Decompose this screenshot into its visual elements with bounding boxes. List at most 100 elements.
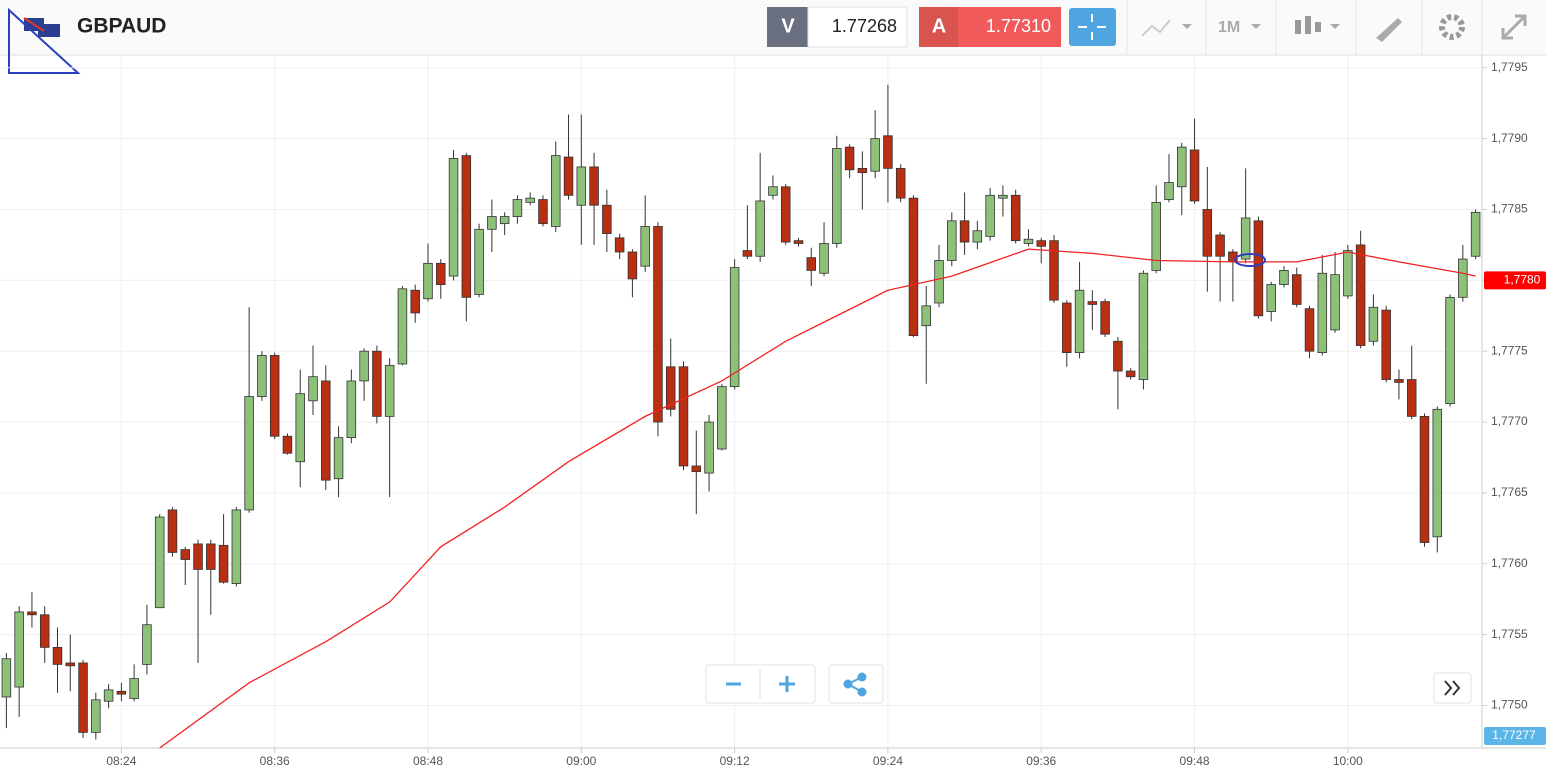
ask-price[interactable]: 1.77310: [986, 16, 1051, 36]
candle-body: [985, 194, 995, 237]
fullscreen-button[interactable]: [1501, 14, 1527, 40]
crosshair-icon: [1078, 14, 1106, 40]
candle-body: [870, 138, 880, 172]
candle-body: [525, 197, 535, 203]
candle-body: [1125, 370, 1136, 378]
candle-body: [142, 624, 152, 665]
candle-body: [640, 226, 650, 267]
candle-body: [1240, 217, 1251, 260]
candle-body: [742, 250, 753, 257]
drawing-annotation: [1234, 253, 1266, 267]
candle-body: [819, 243, 829, 274]
candle-body: [1010, 194, 1021, 242]
timeframe-caret: [1251, 24, 1261, 29]
candle-body: [1023, 238, 1034, 244]
share-button[interactable]: [828, 664, 884, 704]
plot: [0, 55, 1482, 748]
candle-body: [512, 199, 523, 217]
y-tick-label: 1,7790: [1491, 131, 1528, 145]
candle-body: [1330, 274, 1340, 331]
candle-body: [947, 220, 957, 261]
draw-button[interactable]: [1376, 18, 1402, 42]
candle-body: [1406, 379, 1417, 417]
candle-body: [614, 237, 625, 253]
x-tick-label: 09:24: [873, 754, 903, 768]
candle-body: [653, 226, 663, 423]
bid-tag-box[interactable]: [767, 7, 808, 47]
candle-body: [1202, 209, 1213, 257]
candle-body: [308, 376, 318, 402]
candle-body: [934, 260, 944, 304]
crosshair-button[interactable]: [1069, 8, 1116, 46]
zoom-in[interactable]: [779, 676, 795, 692]
candle-body: [39, 614, 50, 648]
chart-type-button[interactable]: [1295, 16, 1340, 34]
bid-box[interactable]: [807, 6, 908, 48]
candle-body: [563, 156, 574, 196]
candle-body: [1100, 301, 1110, 335]
candle-body: [806, 257, 817, 271]
candle-body: [333, 437, 344, 480]
candle-body: [436, 262, 446, 285]
candle-body: [1138, 272, 1149, 380]
candle-body: [1113, 340, 1123, 372]
x-tick-label: 09:00: [566, 754, 596, 768]
settings-button[interactable]: [1439, 14, 1465, 40]
drawing-annotation: [8, 7, 81, 74]
candle-body: [499, 216, 510, 225]
y-tick-label: 1,7760: [1491, 556, 1528, 570]
candle-body: [972, 230, 983, 243]
y-tick-label: 1,7775: [1491, 343, 1528, 357]
candle-body: [832, 148, 842, 244]
x-tick-label: 08:36: [260, 754, 290, 768]
ask-box[interactable]: [958, 7, 1061, 47]
x-tick-label: 10:00: [1333, 754, 1363, 768]
candle-body: [1419, 415, 1430, 543]
bid-tag[interactable]: V: [781, 15, 795, 37]
candle-body: [665, 366, 676, 410]
candle-body: [116, 690, 127, 695]
indicator-button[interactable]: [1141, 19, 1192, 37]
candle-body: [257, 355, 267, 397]
candle-body: [321, 380, 331, 481]
candle-body: [206, 543, 216, 570]
candle-body: [589, 166, 599, 206]
candle-body: [461, 155, 472, 298]
ask-tag[interactable]: A: [932, 15, 946, 37]
candle-body: [384, 364, 395, 417]
candle-body: [1049, 240, 1059, 301]
y-tick-label: 1,7770: [1491, 414, 1528, 428]
candle-body: [474, 228, 484, 295]
candle-body: [908, 197, 919, 337]
timeframe[interactable]: 1M: [1218, 19, 1240, 36]
candle-body: [1381, 309, 1391, 380]
y-tick-label: 1,7765: [1491, 485, 1528, 499]
scroll-button[interactable]: [1433, 672, 1472, 704]
candle-body: [691, 465, 702, 473]
ask-tag-box[interactable]: [919, 7, 958, 47]
candle-body: [244, 396, 254, 511]
candle-body: [295, 393, 305, 463]
candle-body: [627, 251, 638, 280]
x-tick-label: 08:48: [413, 754, 443, 768]
candle-body: [1458, 258, 1468, 298]
x-tick-label: 08:24: [106, 754, 136, 768]
candle-body: [129, 678, 139, 699]
candle-body: [1470, 211, 1481, 257]
candle-body: [1087, 301, 1098, 305]
candle-body: [1, 658, 12, 698]
candle-body: [844, 146, 855, 171]
candle-body: [780, 186, 791, 243]
candle-body: [576, 166, 587, 206]
x-tick-label: 09:48: [1180, 754, 1210, 768]
bid-price[interactable]: 1.77268: [832, 16, 897, 36]
candle-body: [397, 288, 408, 365]
candle-body: [359, 350, 369, 382]
candle-body: [1189, 149, 1200, 202]
candle-body: [1355, 244, 1366, 346]
candle-body: [895, 167, 906, 199]
y-tick-label: 1,7785: [1491, 202, 1528, 216]
candle-body: [755, 200, 765, 257]
candle-body: [448, 158, 459, 277]
candle-body: [180, 549, 190, 560]
